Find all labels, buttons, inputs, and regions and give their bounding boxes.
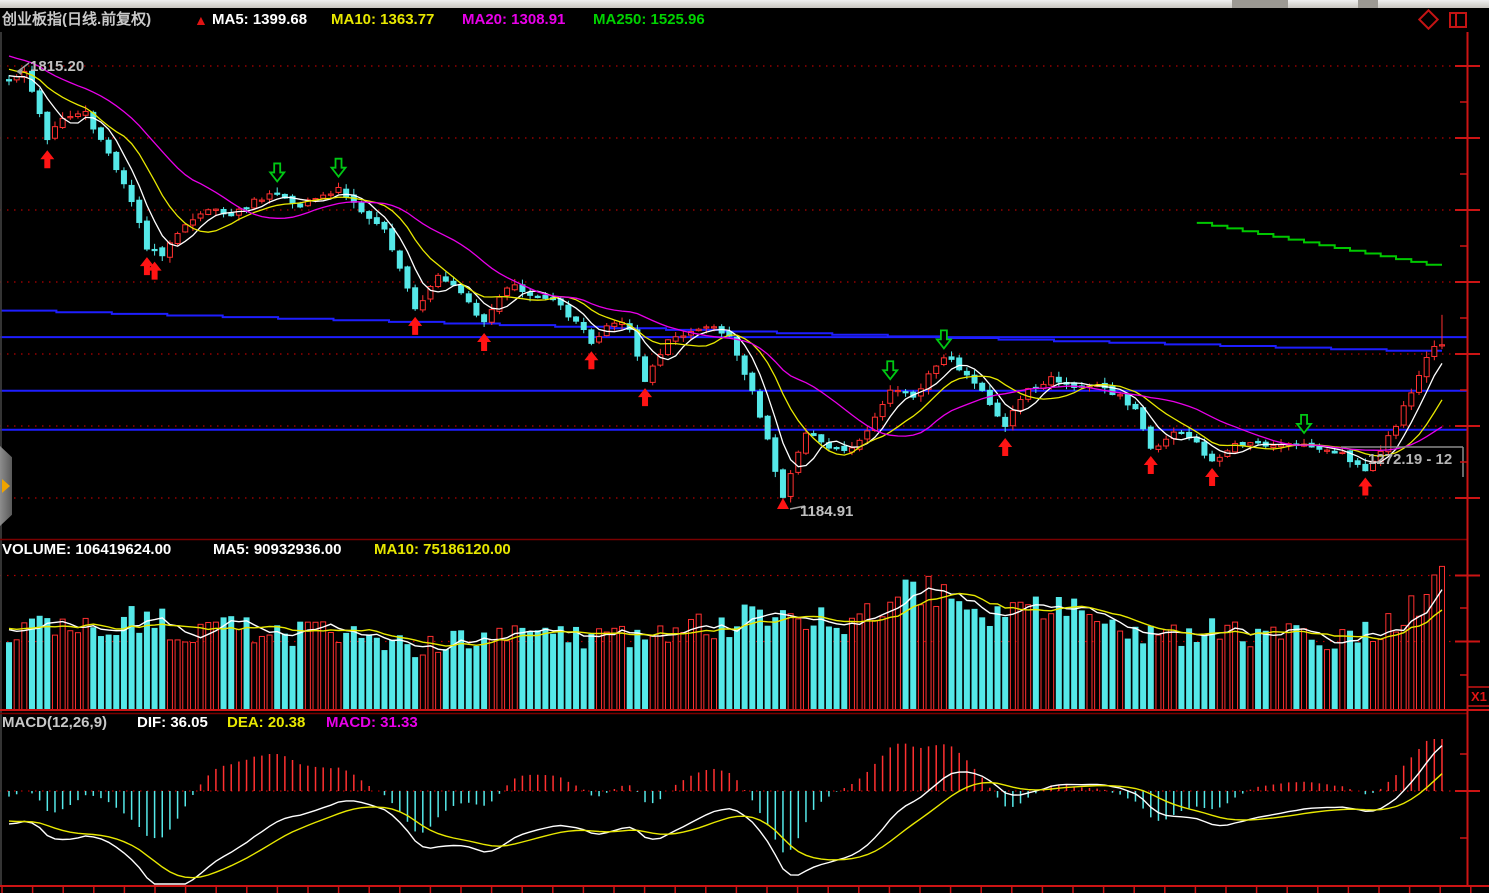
volume-ma5-value: MA5: 90932936.00 [213, 541, 342, 558]
high-price-label: 1815.20 [30, 58, 85, 75]
macd-lines [8, 745, 1443, 885]
volume-bars [6, 565, 1445, 711]
volume-ma10-value: MA10: 75186120.00 [374, 541, 511, 558]
volume-ma-lines [8, 587, 1443, 651]
volume-value: VOLUME: 106419624.00 [2, 541, 172, 558]
ma20-value: MA20: 1308.91 [462, 11, 566, 28]
toolbar-icons [1417, 9, 1468, 31]
signal-arrows [40, 150, 1373, 496]
window-split-icon[interactable] [1449, 11, 1468, 28]
low-price-label: 1184.91 [800, 503, 854, 520]
price-annotations [16, 62, 1464, 510]
price-ma-lines [8, 55, 1443, 468]
instrument-title: 创业板指(日线.前复权) [2, 11, 152, 28]
ma250-line [1196, 221, 1442, 266]
toolbar-notch [1232, 0, 1288, 8]
ma250-value: MA250: 1525.96 [593, 11, 705, 28]
diamond-tool-icon[interactable] [1417, 9, 1440, 31]
dif-value: DIF: 36.05 [137, 714, 208, 731]
window-edge-strip [0, 0, 1489, 8]
panel-expander-handle[interactable] [0, 446, 12, 526]
macd-histogram [8, 739, 1443, 853]
zoom-level-badge: X1 [1471, 689, 1487, 704]
axes [0, 32, 1489, 893]
chart-header: 创业板指(日线.前复权) ▲ MA5: 1399.68 MA10: 1363.7… [0, 9, 1489, 32]
gridlines [0, 65, 1467, 792]
expand-arrow-icon [2, 479, 10, 493]
candlesticks [6, 65, 1445, 506]
toolbar-notch [1358, 0, 1378, 8]
price-range-label: 1272.19 - 12 [1368, 451, 1453, 468]
ma5-value: MA5: 1399.68 [212, 11, 308, 28]
macd-params: MACD(12,26,9) [2, 714, 108, 731]
ma10-value: MA10: 1363.77 [331, 11, 435, 28]
macd-value: MACD: 31.33 [326, 714, 418, 731]
dea-value: DEA: 20.38 [227, 714, 306, 731]
trend-up-icon: ▲ [194, 12, 208, 28]
blue-reference-lines [0, 309, 1467, 431]
